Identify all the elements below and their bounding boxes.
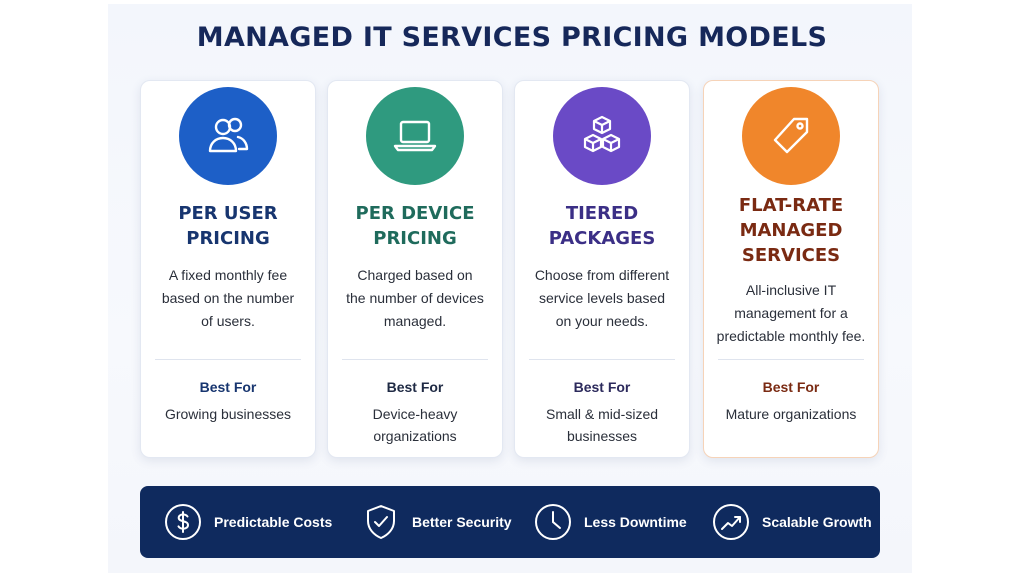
- users-icon: [179, 87, 277, 185]
- growth-chart-icon: [712, 503, 750, 541]
- laptop-icon: [366, 87, 464, 185]
- card-tiered-packages: TIERED PACKAGES Choose from different se…: [514, 80, 690, 458]
- card-per-user-pricing: PER USER PRICING A fixed monthly fee bas…: [140, 80, 316, 458]
- clock-icon: [534, 503, 572, 541]
- dollar-icon: [164, 503, 202, 541]
- price-tag-icon: [742, 87, 840, 185]
- card-title: TIERED PACKAGES: [548, 203, 656, 249]
- benefits-bar: Predictable Costs Better Security Less D…: [140, 486, 880, 558]
- divider: [718, 359, 864, 360]
- best-for-label: Best For: [199, 379, 257, 395]
- divider: [529, 359, 675, 360]
- card-description: All-inclusive IT management for a predic…: [716, 282, 866, 344]
- best-for-value: Mature organizations: [725, 406, 857, 422]
- best-for-value: Growing businesses: [164, 406, 292, 422]
- cubes-icon: [553, 87, 651, 185]
- best-for-value: Device-heavy organizations: [372, 406, 458, 444]
- benefit-scalable-growth: Scalable Growth: [712, 486, 872, 558]
- shield-check-icon: [362, 503, 400, 541]
- best-for-label: Best For: [762, 379, 820, 395]
- card-title: FLAT-RATE MANAGED SERVICES: [738, 195, 844, 266]
- benefit-better-security: Better Security: [362, 486, 512, 558]
- page-title: MANAGED IT SERVICES PRICING MODELS: [196, 22, 828, 53]
- divider: [155, 359, 301, 360]
- card-per-device-pricing: PER DEVICE PRICING Charged based on the …: [327, 80, 503, 458]
- card-description: A fixed monthly fee based on the number …: [161, 267, 295, 329]
- card-title: PER USER PRICING: [178, 203, 278, 249]
- benefit-predictable-costs: Predictable Costs: [164, 486, 332, 558]
- card-description: Choose from different service levels bas…: [534, 267, 670, 329]
- card-flat-rate-managed-services: FLAT-RATE MANAGED SERVICES All-inclusive…: [703, 80, 879, 458]
- card-description: Charged based on the number of devices m…: [346, 267, 484, 329]
- best-for-label: Best For: [573, 379, 631, 395]
- best-for-value: Small & mid-sized businesses: [545, 406, 659, 444]
- divider: [342, 359, 488, 360]
- card-title: PER DEVICE PRICING: [355, 203, 475, 249]
- best-for-label: Best For: [386, 379, 444, 395]
- benefit-less-downtime: Less Downtime: [534, 486, 687, 558]
